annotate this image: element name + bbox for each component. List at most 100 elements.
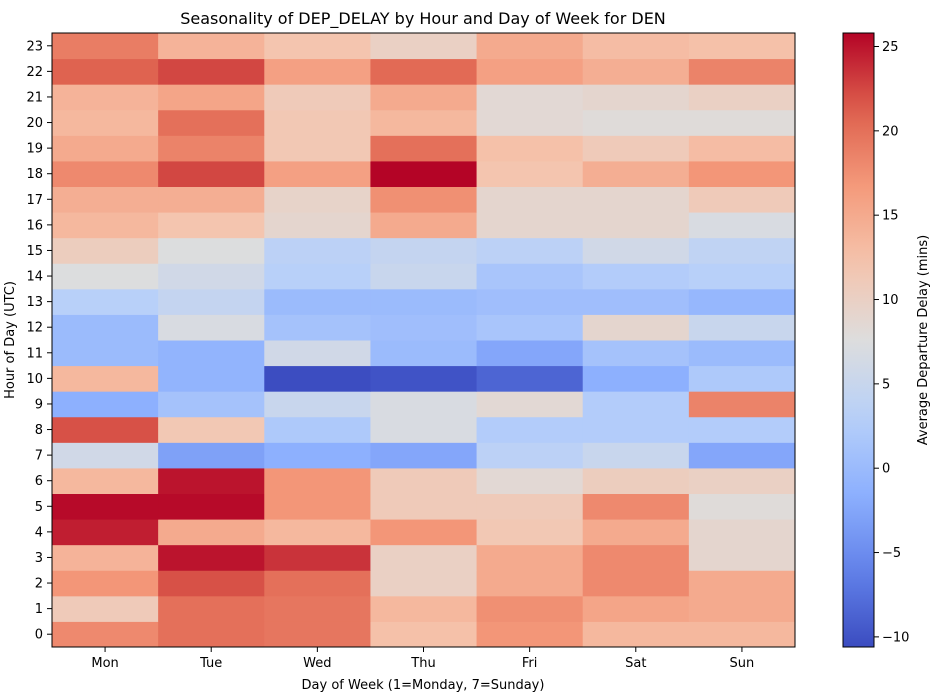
heatmap-cell <box>52 212 159 239</box>
heatmap-cell <box>158 109 265 136</box>
heatmap-cell <box>582 340 690 367</box>
heatmap-cell <box>370 237 478 264</box>
colorbar-tick-label: 0 <box>882 462 890 477</box>
heatmap-cell <box>158 519 265 546</box>
colorbar-frame <box>842 32 875 648</box>
heatmap-cell <box>476 314 584 341</box>
y-tick-label: 12 <box>26 321 43 336</box>
colorbar-tick-label: −10 <box>882 630 909 645</box>
heatmap-cell <box>688 58 796 85</box>
heatmap-cell <box>158 263 265 290</box>
y-tick-label: 6 <box>35 474 43 489</box>
y-tick-label: 19 <box>26 142 43 157</box>
heatmap-cell <box>582 109 690 136</box>
heatmap-cell <box>476 519 584 546</box>
heatmap-cell <box>264 58 371 85</box>
heatmap-cell <box>52 109 159 136</box>
heatmap-cell <box>476 595 584 622</box>
heatmap-cell <box>582 33 690 60</box>
heatmap-cell <box>370 416 478 443</box>
heatmap-cell <box>370 570 478 597</box>
heatmap-cell <box>688 160 796 187</box>
heatmap-cell <box>264 135 371 162</box>
heatmap-cell <box>688 314 796 341</box>
heatmap-cell <box>370 314 478 341</box>
y-tick-label: 10 <box>26 372 43 387</box>
heatmap-cell <box>688 391 796 418</box>
heatmap-cell <box>370 519 478 546</box>
heatmap-cell <box>476 493 584 520</box>
heatmap-cell <box>476 416 584 443</box>
heatmap-cell <box>52 237 159 264</box>
heatmap-cell <box>688 365 796 392</box>
heatmap-cell <box>264 570 371 597</box>
y-tick-label: 20 <box>26 116 43 131</box>
y-tick-label: 4 <box>35 525 43 540</box>
heatmap-cell <box>158 570 265 597</box>
heatmap-cell <box>582 570 690 597</box>
heatmap-cell <box>688 416 796 443</box>
y-tick-label: 7 <box>35 449 43 464</box>
heatmap-cell <box>264 340 371 367</box>
heatmap-cell <box>476 135 584 162</box>
heatmap-cell <box>370 467 478 494</box>
colorbar-tick-label: 25 <box>882 40 899 55</box>
y-tick-label: 14 <box>26 270 43 285</box>
heatmap-cell <box>582 365 690 392</box>
heatmap-cell <box>158 237 265 264</box>
heatmap-cell <box>582 544 690 571</box>
heatmap-cell <box>476 544 584 571</box>
x-tick-label: Mon <box>91 656 118 671</box>
heatmap-cell <box>582 186 690 213</box>
heatmap-cell <box>158 186 265 213</box>
x-tick-label: Sun <box>730 656 755 671</box>
heatmap-cell <box>582 595 690 622</box>
heatmap-cell <box>264 84 371 111</box>
heatmap-cell <box>476 288 584 315</box>
heatmap-cell <box>582 493 690 520</box>
x-tick-label: Wed <box>303 656 331 671</box>
heatmap-cell <box>264 416 371 443</box>
y-tick-label: 9 <box>35 397 43 412</box>
heatmap-cell <box>264 391 371 418</box>
heatmap-cell <box>52 186 159 213</box>
heatmap-cell <box>158 288 265 315</box>
y-tick-label: 2 <box>35 577 43 592</box>
heatmap-cell <box>52 263 159 290</box>
heatmap-cell <box>476 33 584 60</box>
x-tick-label: Tue <box>199 656 222 671</box>
heatmap-cell <box>476 340 584 367</box>
heatmap-cell <box>264 621 371 648</box>
y-tick-label: 13 <box>26 295 43 310</box>
heatmap-cell <box>158 314 265 341</box>
heatmap-cell <box>688 237 796 264</box>
heatmap-cell <box>52 314 159 341</box>
y-tick-label: 5 <box>35 500 43 515</box>
heatmap-cell <box>582 263 690 290</box>
heatmap-cell <box>370 493 478 520</box>
heatmap-cell <box>158 365 265 392</box>
x-tick-label: Thu <box>410 656 435 671</box>
y-tick-label: 11 <box>26 346 43 361</box>
heatmap-cell <box>158 58 265 85</box>
heatmap-cell <box>688 340 796 367</box>
heatmap-cell <box>476 237 584 264</box>
heatmap-cell <box>52 621 159 648</box>
heatmap-cell <box>264 160 371 187</box>
heatmap-cell <box>476 212 584 239</box>
heatmap-cell <box>476 621 584 648</box>
y-axis-label: Hour of Day (UTC) <box>3 281 18 399</box>
heatmap-cell <box>52 365 159 392</box>
heatmap-cell <box>582 467 690 494</box>
heatmap-cell <box>582 314 690 341</box>
heatmap-cell <box>52 33 159 60</box>
x-tick-label: Fri <box>522 656 538 671</box>
heatmap-cell <box>158 621 265 648</box>
y-tick-label: 16 <box>26 218 43 233</box>
heatmap-cell <box>264 212 371 239</box>
heatmap-cell <box>476 467 584 494</box>
heatmap-cell <box>582 416 690 443</box>
heatmap-cell <box>370 595 478 622</box>
heatmap-cell <box>158 595 265 622</box>
